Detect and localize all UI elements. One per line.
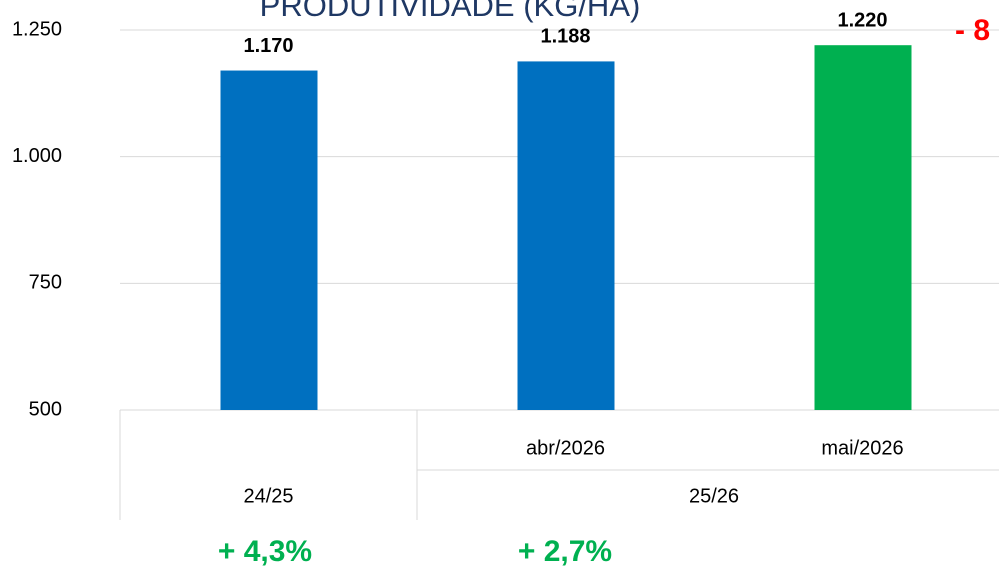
bar	[220, 70, 318, 411]
group-label: 24/25	[243, 485, 293, 507]
annotation: + 2,7%	[518, 535, 612, 568]
y-tick-label: 1.250	[12, 18, 62, 40]
x-tick-label: abr/2026	[526, 437, 605, 459]
bar	[814, 45, 912, 410]
annotation: - 8	[955, 14, 990, 47]
value-label: 1.220	[837, 9, 887, 31]
y-tick-label: 750	[29, 272, 62, 294]
bar	[517, 61, 615, 411]
y-tick-label: 500	[29, 398, 62, 420]
x-tick-label: mai/2026	[821, 437, 903, 459]
chart-title: PRODUTIVIDADE (KG/HA)	[260, 0, 641, 23]
value-label: 1.188	[540, 26, 590, 48]
group-label: 25/26	[689, 485, 739, 507]
value-label: 1.170	[243, 35, 293, 57]
y-tick-label: 1.000	[12, 145, 62, 167]
annotation: + 4,3%	[218, 535, 312, 568]
